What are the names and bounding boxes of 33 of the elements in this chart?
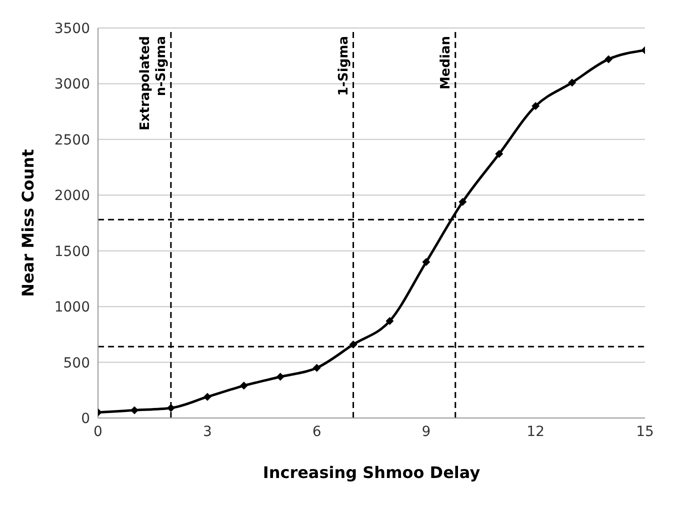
point [166, 404, 175, 412]
point [130, 406, 138, 414]
y-tick-label: 2000 [54, 188, 90, 204]
x-tick-label: 3 [202, 424, 212, 440]
y-axis-title: Near Miss Count [18, 148, 38, 297]
y-tick-label: 0 [81, 410, 90, 427]
point [349, 340, 358, 348]
point [604, 55, 613, 64]
x-tick-label: 12 [526, 424, 545, 440]
point [532, 102, 540, 110]
x-tick-label: 15 [636, 424, 654, 440]
point [458, 198, 467, 206]
ref-line-label: Median [438, 36, 454, 90]
y-tick-label: 500 [63, 355, 90, 372]
ref-line-label: 1-Sigma [336, 36, 352, 96]
x-axis-title: Increasing Shmoo Delay [262, 463, 481, 482]
point [276, 372, 284, 381]
point [240, 382, 248, 390]
point [495, 150, 504, 158]
point [386, 317, 394, 326]
x-tick-label: 6 [312, 424, 322, 440]
y-tick-label: 1500 [54, 244, 90, 260]
y-tick-label: 1000 [54, 300, 90, 316]
point [312, 364, 321, 372]
y-tick-label: 3000 [54, 76, 90, 93]
point [203, 392, 212, 401]
point [568, 78, 576, 87]
point [422, 258, 430, 266]
x-tick-label: 0 [94, 424, 102, 440]
ref-line-label: Extrapolated n-Sigma [138, 36, 169, 130]
x-tick-label: 9 [422, 424, 431, 440]
y-tick-label: 3500 [54, 20, 90, 37]
y-tick-label: 2500 [54, 132, 90, 148]
